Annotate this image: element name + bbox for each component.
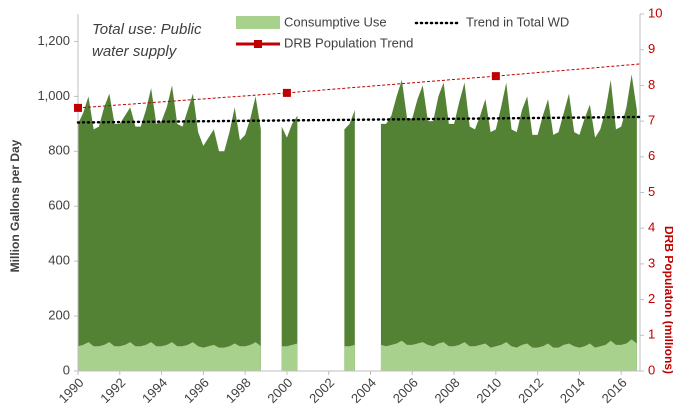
area bbox=[380, 339, 637, 371]
y2-tick-label: 9 bbox=[648, 41, 655, 56]
area bbox=[344, 344, 355, 371]
x-tick-label: 2014 bbox=[557, 375, 588, 406]
y2-tick-label: 2 bbox=[648, 291, 655, 306]
y2-tick-label: 10 bbox=[648, 5, 662, 20]
x-tick-label: 2000 bbox=[264, 375, 295, 406]
x-tick-label: 2004 bbox=[348, 375, 379, 406]
population-line bbox=[77, 63, 641, 109]
x-tick-label: 1990 bbox=[55, 375, 86, 406]
y-tick-label: 1,000 bbox=[37, 88, 70, 103]
y-tick-label: 200 bbox=[48, 308, 70, 323]
legend-swatch bbox=[254, 40, 262, 48]
x-tick-label: 2002 bbox=[306, 375, 337, 406]
area bbox=[281, 343, 298, 371]
y-tick-label: 600 bbox=[48, 198, 70, 213]
y2-axis-label: DRB Population (millions) bbox=[662, 226, 673, 374]
y2-tick-label: 6 bbox=[648, 148, 655, 163]
legend-label: Trend in Total WD bbox=[466, 14, 569, 29]
area bbox=[380, 74, 637, 372]
legend-label: Consumptive Use bbox=[284, 14, 387, 29]
x-tick-label: 2010 bbox=[473, 375, 504, 406]
x-tick-label: 1998 bbox=[223, 375, 254, 406]
x-tick-label: 2006 bbox=[390, 375, 421, 406]
x-tick-label: 2016 bbox=[599, 375, 630, 406]
area bbox=[344, 110, 355, 371]
y2-tick-label: 1 bbox=[648, 327, 655, 342]
population-marker bbox=[491, 72, 500, 81]
y-tick-label: 1,200 bbox=[37, 33, 70, 48]
y-axis-label: Million Gallons per Day bbox=[8, 139, 22, 272]
y-tick-label: 800 bbox=[48, 143, 70, 158]
y2-tick-label: 4 bbox=[648, 220, 655, 235]
y2-tick-label: 5 bbox=[648, 184, 655, 199]
x-tick-label: 1996 bbox=[181, 375, 212, 406]
annotation: water supply bbox=[92, 43, 178, 60]
area bbox=[281, 115, 298, 371]
legend-swatch bbox=[236, 16, 280, 29]
x-tick-label: 1992 bbox=[97, 375, 128, 406]
x-tick-label: 2012 bbox=[515, 375, 546, 406]
annotation: Total use: Public bbox=[92, 21, 202, 38]
y2-tick-label: 8 bbox=[648, 77, 655, 92]
area bbox=[78, 85, 261, 372]
legend: Consumptive Use Trend in Total WD DRB Popu… bbox=[230, 14, 610, 54]
area bbox=[78, 342, 261, 371]
x-tick-label: 2008 bbox=[432, 375, 463, 406]
y2-tick-label: 7 bbox=[648, 113, 655, 128]
legend-bg bbox=[230, 14, 610, 54]
y-tick-label: 400 bbox=[48, 253, 70, 268]
population-marker bbox=[282, 88, 291, 97]
y2-tick-label: 3 bbox=[648, 255, 655, 270]
population-marker bbox=[74, 103, 82, 112]
y2-tick-label: 0 bbox=[648, 362, 655, 377]
y-tick-label: 0 bbox=[63, 362, 70, 377]
legend-label: DRB Population Trend bbox=[284, 35, 413, 50]
trend-line bbox=[76, 115, 642, 124]
x-tick-label: 1994 bbox=[139, 375, 170, 406]
